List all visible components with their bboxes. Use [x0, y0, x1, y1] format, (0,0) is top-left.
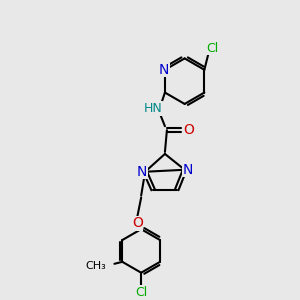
Text: Cl: Cl [206, 41, 218, 55]
Text: Cl: Cl [135, 286, 147, 299]
Text: HN: HN [144, 102, 162, 115]
Text: O: O [183, 123, 194, 137]
Text: CH₃: CH₃ [86, 261, 106, 271]
Text: N: N [182, 163, 193, 177]
Text: O: O [132, 216, 142, 230]
Text: N: N [137, 165, 147, 179]
Text: N: N [159, 63, 169, 77]
